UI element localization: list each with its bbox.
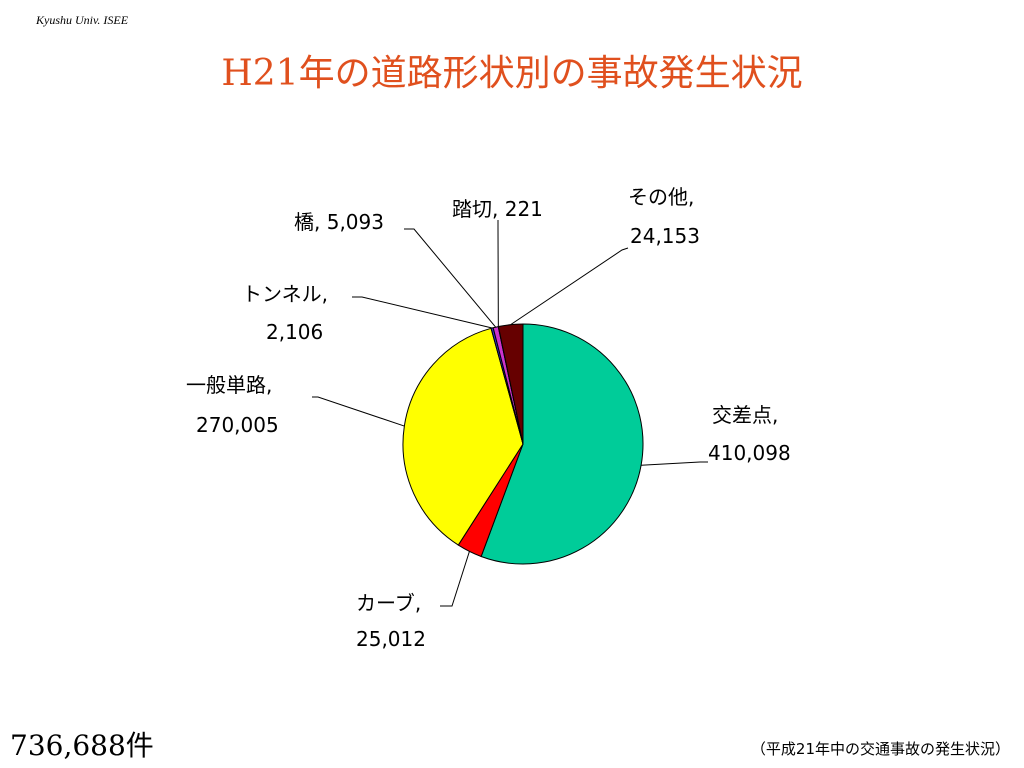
page-title: H21年の道路形状別の事故発生状況 (221, 53, 803, 94)
leader-line-crossing (641, 461, 708, 466)
slice-label-crossing: 交差点, (712, 403, 778, 427)
slice-label-road: 一般単路, (186, 373, 272, 397)
total-count: 736,688件 (10, 729, 154, 762)
leader-line-other (510, 247, 629, 326)
slice-label-other: その他, (628, 185, 694, 209)
slice-value-tunnel: 2,106 (266, 320, 323, 344)
leader-line-tunnel (352, 296, 493, 329)
slice-label-bridge: 橋, 5,093 (294, 210, 384, 234)
slice-value-crossing: 410,098 (708, 441, 791, 465)
leader-line-road (312, 396, 405, 427)
slice-label-crossing-rail: 踏切, 221 (452, 197, 543, 221)
org-name: Kyushu Univ. ISEE (36, 13, 129, 27)
slice-value-road: 270,005 (196, 413, 279, 437)
slice-label-tunnel: トンネル, (242, 282, 328, 306)
source-note: （平成21年中の交通事故の発生状況） (750, 740, 1010, 758)
leader-line-curve (440, 551, 470, 607)
leader-line-bridge (404, 228, 497, 328)
slice-value-curve: 25,012 (356, 627, 426, 651)
pie-slice-road (402, 327, 524, 546)
slice-value-other: 24,153 (630, 224, 700, 248)
slice-label-curve: カーブ, (356, 591, 421, 615)
